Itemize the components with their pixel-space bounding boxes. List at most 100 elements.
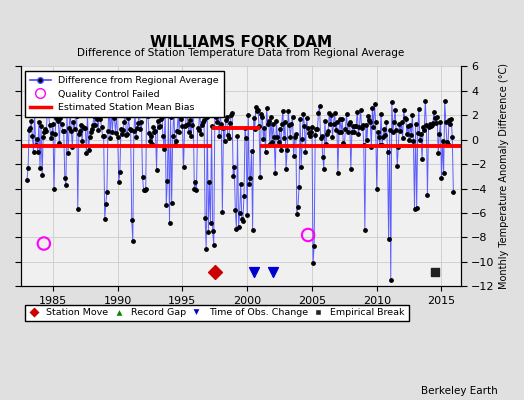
Point (431, 268, 439, 275)
Point (268, 138, 276, 145)
Point (260, 124, 269, 131)
Point (126, 126, 135, 133)
Point (48, 130, 56, 136)
Point (237, 216, 246, 222)
Point (370, 101, 379, 108)
Point (398, 135, 407, 142)
Point (100, 133, 108, 140)
Point (323, 131, 331, 137)
Point (66, 109, 74, 115)
Point (276, 126, 284, 132)
Point (282, 166, 290, 172)
Point (341, 126, 350, 132)
Point (354, 131, 363, 138)
Point (418, 156, 426, 163)
Point (86, 128, 95, 135)
Point (414, 106, 423, 112)
Point (132, 133, 140, 140)
Point (57, 121, 66, 128)
Point (381, 132, 389, 139)
Point (79, 123, 88, 130)
Point (293, 211, 301, 217)
Point (413, 130, 422, 136)
Point (83, 111, 92, 117)
Point (38, 172, 46, 178)
Point (179, 164, 188, 170)
Point (76, 128, 84, 134)
Point (198, 122, 206, 128)
Point (214, 109, 222, 115)
Point (434, 150, 442, 156)
Point (325, 110, 333, 116)
Point (408, 112, 417, 118)
Point (190, 186, 199, 193)
Point (393, 163, 401, 169)
Point (114, 134, 122, 140)
Point (353, 108, 362, 115)
Point (305, 133, 314, 139)
Point (31, 142, 40, 148)
Point (216, 111, 224, 118)
Point (310, 243, 318, 250)
Point (138, 174, 147, 180)
Point (217, 121, 225, 128)
Point (304, 232, 312, 238)
Y-axis label: Monthly Temperature Anomaly Difference (°C): Monthly Temperature Anomaly Difference (… (499, 63, 509, 289)
Point (243, 211, 252, 218)
Point (235, 210, 244, 216)
Point (171, 141, 179, 148)
Point (281, 119, 289, 125)
Point (178, 122, 187, 129)
Point (127, 217, 136, 223)
Point (110, 115, 118, 121)
Point (194, 127, 203, 134)
Point (440, 170, 448, 176)
Point (97, 124, 106, 130)
Point (123, 130, 132, 137)
Point (337, 129, 345, 136)
Point (89, 121, 97, 128)
Point (211, 268, 219, 275)
Point (335, 128, 343, 135)
Point (23, 177, 31, 183)
Point (417, 130, 425, 137)
Point (119, 126, 127, 133)
Point (368, 105, 377, 111)
Point (402, 116, 410, 122)
Point (210, 242, 218, 248)
Point (67, 127, 75, 134)
Point (441, 98, 449, 104)
Point (406, 122, 414, 128)
Point (150, 129, 159, 135)
Point (203, 114, 212, 120)
Point (322, 140, 330, 147)
Point (173, 128, 181, 134)
Point (149, 123, 158, 130)
Point (183, 121, 192, 127)
Point (68, 144, 77, 150)
Point (432, 120, 440, 127)
Point (445, 117, 453, 123)
Point (195, 104, 204, 110)
Point (263, 105, 271, 112)
Point (419, 124, 428, 130)
Point (192, 187, 201, 193)
Point (329, 133, 337, 140)
Point (108, 129, 116, 136)
Point (200, 116, 208, 123)
Point (405, 137, 413, 143)
Point (232, 226, 241, 232)
Point (74, 131, 83, 138)
Point (407, 132, 416, 138)
Point (187, 133, 195, 139)
Point (40, 240, 48, 247)
Point (41, 126, 50, 132)
Point (147, 133, 155, 139)
Point (72, 113, 81, 119)
Point (376, 142, 384, 148)
Point (316, 135, 325, 142)
Point (377, 110, 385, 117)
Point (199, 118, 207, 125)
Point (365, 117, 374, 124)
Point (176, 99, 184, 105)
